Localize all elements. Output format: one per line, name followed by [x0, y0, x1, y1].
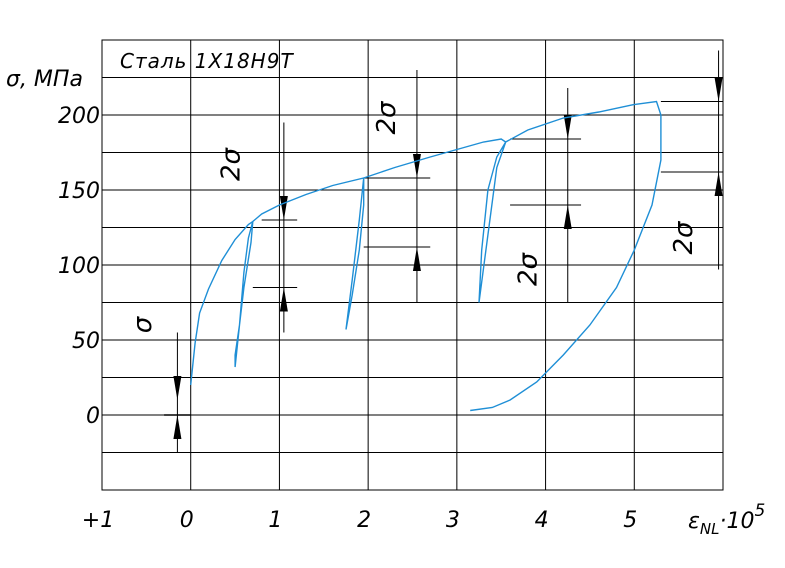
- series-line: [190, 100, 662, 412]
- y-tick-label: 150: [58, 179, 100, 204]
- x-tick-label: 5: [623, 508, 637, 533]
- y-tick-label: 100: [58, 254, 100, 279]
- arrow-down: [714, 77, 723, 102]
- dimension-markers: [164, 50, 723, 453]
- svg-text:εNL·105: εNL·105: [688, 501, 765, 538]
- x-tick-labels: +1 0 1 2 3 4 5: [82, 508, 638, 533]
- annotations: σ 2σ 2σ 2σ 2σ: [128, 100, 699, 333]
- annotation-label: 2σ: [217, 146, 247, 181]
- y-tick-label: 200: [58, 104, 100, 129]
- x-axis-label: εNL·105: [688, 501, 765, 538]
- arrow-up: [714, 172, 723, 196]
- x-label-suffix: ·10: [719, 509, 754, 534]
- x-tick-label: +1: [82, 508, 114, 533]
- x-tick-label: 3: [446, 508, 460, 533]
- annotation-label: 2σ: [669, 220, 699, 255]
- y-tick-label: 50: [72, 329, 100, 354]
- chart-title: Сталь 1Х18Н9Т: [120, 49, 294, 73]
- arrow-up: [412, 247, 421, 271]
- arrow-up: [563, 205, 572, 229]
- y-tick-label: 0: [86, 404, 100, 429]
- arrow-up: [173, 415, 182, 439]
- grid: [101, 39, 724, 491]
- x-label-exp: 5: [754, 501, 765, 521]
- arrow-up: [279, 287, 288, 312]
- x-tick-label: 1: [268, 508, 282, 533]
- annotation-label: σ: [128, 315, 158, 333]
- x-tick-label: 4: [535, 508, 549, 533]
- x-tick-label: 0: [180, 508, 194, 533]
- y-tick-labels: 200 150 100 50 0: [58, 104, 100, 429]
- annotation-label: 2σ: [514, 251, 544, 286]
- x-label-main: ε: [688, 509, 700, 534]
- arrow-down: [412, 154, 421, 178]
- arrow-down: [563, 115, 572, 139]
- y-axis-label: σ, МПа: [6, 67, 83, 92]
- arrow-down: [279, 196, 288, 220]
- annotation-label: 2σ: [372, 100, 402, 135]
- x-tick-label: 2: [357, 508, 371, 533]
- x-label-sub: NL: [700, 520, 720, 538]
- arrow-down: [173, 376, 182, 400]
